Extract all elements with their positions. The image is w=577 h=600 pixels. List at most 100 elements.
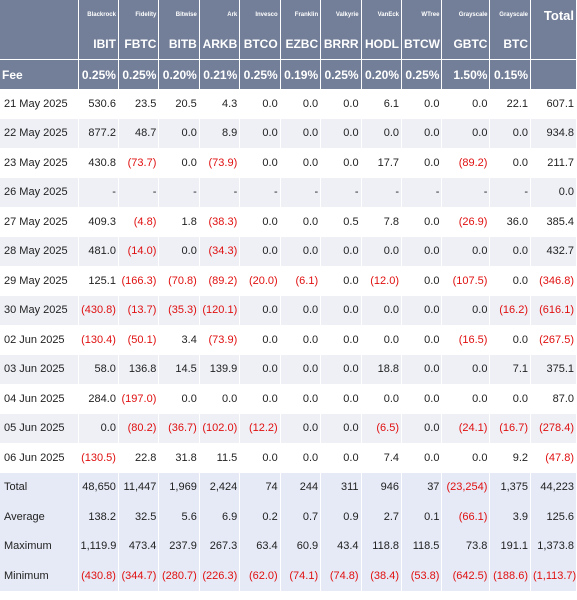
flow-value: 0.0 xyxy=(489,266,531,296)
flow-value: 934.8 xyxy=(530,118,577,148)
flow-value: 409.3 xyxy=(78,207,119,237)
fee-blank xyxy=(530,59,577,89)
fee-value: 0.25% xyxy=(320,59,362,89)
flow-value: 6.9 xyxy=(199,502,241,532)
flow-value: 0.0 xyxy=(280,207,322,237)
fee-value: 0.25% xyxy=(401,59,443,89)
flow-value: (74.8) xyxy=(320,561,362,591)
flow-value: 0.0 xyxy=(489,236,531,266)
flow-value: (280.7) xyxy=(158,561,200,591)
flow-value: 0.0 xyxy=(441,89,491,119)
flow-value: (188.6) xyxy=(489,561,531,591)
flow-value: 31.8 xyxy=(158,443,200,473)
flow-value: 1,373.8 xyxy=(530,531,577,561)
row-label: 03 Jun 2025 xyxy=(0,354,79,384)
flow-value: 311 xyxy=(320,472,362,502)
flow-row: 26 May 2025- - - - - - - - - - -0.0 xyxy=(0,177,577,207)
flow-value: 63.4 xyxy=(239,531,281,561)
flow-value: 7.8 xyxy=(361,207,403,237)
flow-value: 0.0 xyxy=(320,118,362,148)
flow-value: 0.5 xyxy=(320,207,362,237)
flow-value: 0.7 xyxy=(280,502,322,532)
corner-cell xyxy=(0,0,79,29)
summary-row: Maximum 1,119.9 473.4 237.9 267.3 63.4 60.9 43.… xyxy=(0,531,577,561)
flow-value: 211.7 xyxy=(530,148,577,178)
flow-value: 0.0 xyxy=(441,118,491,148)
issuer-name: Fidelity xyxy=(118,0,160,29)
flow-value: 37 xyxy=(401,472,443,502)
flow-value: 22.8 xyxy=(118,443,160,473)
issuer-name: Invesco xyxy=(239,0,281,29)
flow-value: (102.0) xyxy=(199,413,241,443)
flow-value: (16.5) xyxy=(441,325,491,355)
flow-value: (36.7) xyxy=(158,413,200,443)
flow-value: 118.5 xyxy=(401,531,443,561)
flow-value: 0.0 xyxy=(158,148,200,178)
flow-value: 0.0 xyxy=(401,384,443,414)
flow-value: - xyxy=(320,177,362,207)
flow-value: 0.0 xyxy=(401,207,443,237)
flow-value: (278.4) xyxy=(530,413,577,443)
flow-row: 30 May 2025 (430.8) (13.7) (35.3) (120.1) 0.0… xyxy=(0,295,577,325)
flow-value: 3.4 xyxy=(158,325,200,355)
flow-value: 267.3 xyxy=(199,531,241,561)
row-label: 02 Jun 2025 xyxy=(0,325,79,355)
flow-value: - xyxy=(361,177,403,207)
flow-value: 0.0 xyxy=(320,295,362,325)
summary-row: Average 138.2 32.5 5.6 6.9 0.2 0.7 0.9 2.7 0.1 (66… xyxy=(0,502,577,532)
flow-value: (66.1) xyxy=(441,502,491,532)
flow-value: 0.0 xyxy=(239,118,281,148)
flow-value: 11,447 xyxy=(118,472,160,502)
flow-value: 430.8 xyxy=(78,148,119,178)
flow-value: 0.0 xyxy=(320,384,362,414)
flow-row: 21 May 2025 530.6 23.5 20.5 4.3 0.0 0.0 0.0 6.1 0… xyxy=(0,89,577,119)
flow-value: 7.1 xyxy=(489,354,531,384)
flow-value: 20.5 xyxy=(158,89,200,119)
flow-value: (50.1) xyxy=(118,325,160,355)
ticker: ARKB xyxy=(199,29,241,60)
ticker: BRRR xyxy=(320,29,362,60)
flow-value: 432.7 xyxy=(530,236,577,266)
flow-value: 2.7 xyxy=(361,502,403,532)
fee-value: 0.20% xyxy=(158,59,200,89)
flow-value: 0.0 xyxy=(280,295,322,325)
flow-value: (107.5) xyxy=(441,266,491,296)
summary-row: Total 48,650 11,447 1,969 2,424 74 244 311 946 37… xyxy=(0,472,577,502)
flow-value: 0.0 xyxy=(239,384,281,414)
flow-value: 0.0 xyxy=(361,295,403,325)
flow-value: 0.0 xyxy=(401,295,443,325)
flow-value: 0.0 xyxy=(489,118,531,148)
flow-value: 4.3 xyxy=(199,89,241,119)
flow-value: 0.0 xyxy=(401,325,443,355)
flow-row: 27 May 2025 409.3 (4.8) 1.8 (38.3) 0.0 0.0 0.5 7… xyxy=(0,207,577,237)
flow-value: 0.0 xyxy=(441,443,491,473)
flow-value: 5.6 xyxy=(158,502,200,532)
flow-value: 18.8 xyxy=(361,354,403,384)
issuer-name: Grayscale xyxy=(489,0,531,29)
flow-value: (267.5) xyxy=(530,325,577,355)
flow-value: (12.0) xyxy=(361,266,403,296)
flow-value: (20.0) xyxy=(239,266,281,296)
flow-value: 0.0 xyxy=(401,89,443,119)
fee-label: Fee xyxy=(0,59,79,89)
flow-value: (35.3) xyxy=(158,295,200,325)
flow-value: (89.2) xyxy=(441,148,491,178)
flow-value: (74.1) xyxy=(280,561,322,591)
flow-value: (80.2) xyxy=(118,413,160,443)
flow-value: (616.1) xyxy=(530,295,577,325)
flow-row: 04 Jun 2025 284.0 (197.0) 0.0 0.0 0.0 0.0 0.0 0.… xyxy=(0,384,577,414)
flow-value: 9.2 xyxy=(489,443,531,473)
flow-row: 03 Jun 2025 58.0 136.8 14.5 139.9 0.0 0.0 0.0 18… xyxy=(0,354,577,384)
flow-value: 0.0 xyxy=(158,236,200,266)
flow-value: 0.0 xyxy=(401,354,443,384)
ticker: EZBC xyxy=(280,29,322,60)
row-label: 28 May 2025 xyxy=(0,236,79,266)
flow-value: 0.0 xyxy=(320,354,362,384)
flow-value: - xyxy=(441,177,491,207)
issuer-name: Bitwise xyxy=(158,0,200,29)
flow-value: (89.2) xyxy=(199,266,241,296)
flow-value: 0.0 xyxy=(361,118,403,148)
flow-value: 0.0 xyxy=(239,443,281,473)
flow-value: (16.7) xyxy=(489,413,531,443)
ticker: BTCO xyxy=(239,29,281,60)
